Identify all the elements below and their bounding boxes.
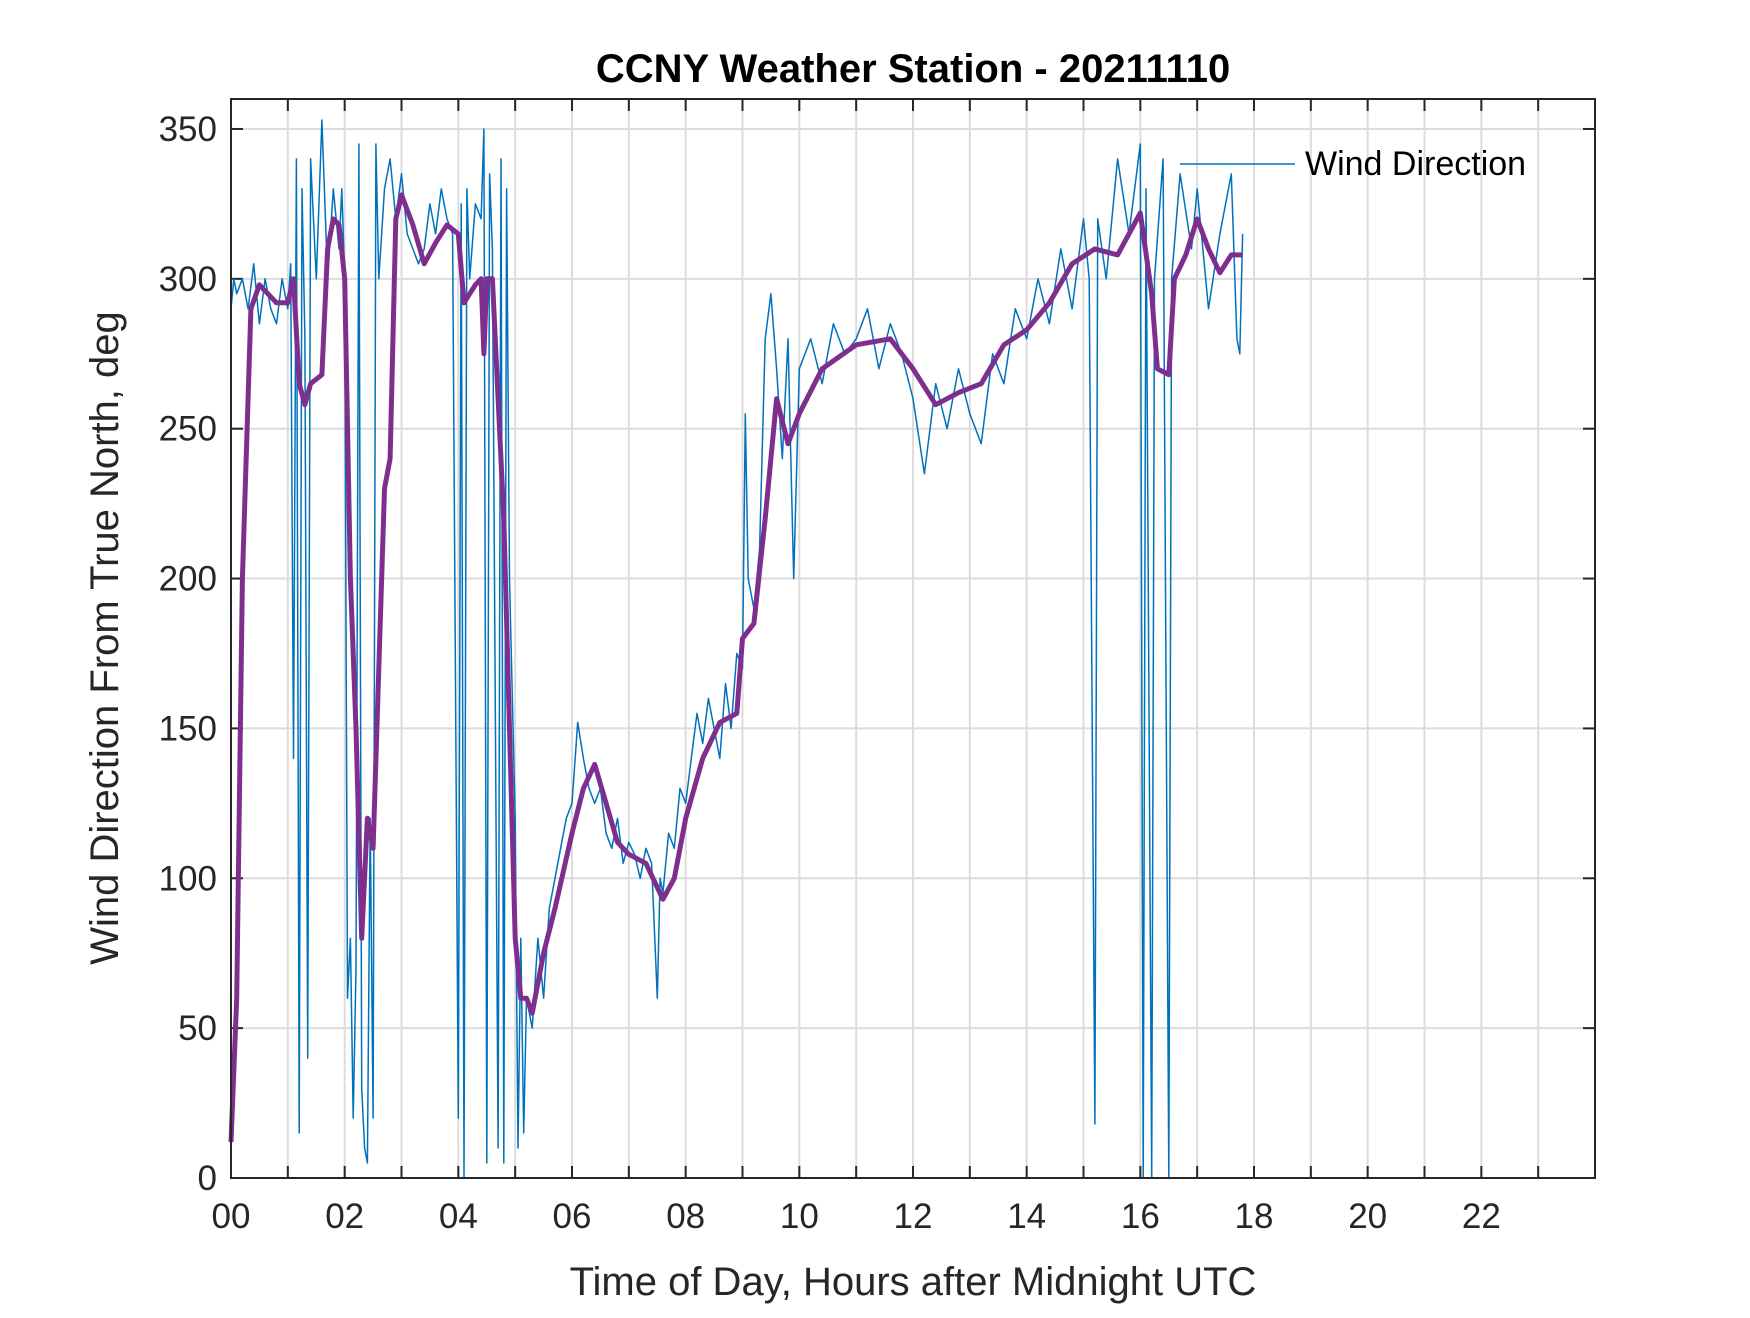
plot-frame (230, 98, 1596, 1179)
x-tick-label: 20 (1348, 1197, 1387, 1236)
chart-title: CCNY Weather Station - 20211110 (596, 47, 1230, 91)
legend-label: Wind Direction (1305, 145, 1526, 183)
data-line (228, 192, 1243, 1143)
x-tick-label: 08 (666, 1197, 705, 1236)
y-tick-label: 0 (198, 1159, 217, 1198)
y-tick-label: 150 (159, 709, 217, 748)
x-axis-label: Time of Day, Hours after Midnight UTC (570, 1260, 1257, 1304)
x-tick-label: 10 (780, 1197, 819, 1236)
y-tick-label: 200 (159, 560, 217, 599)
x-tick-label: 14 (1007, 1197, 1046, 1236)
x-tick-label: 02 (325, 1197, 364, 1236)
y-axis-label: Wind Direction From True North, deg (83, 311, 127, 965)
x-tick-label: 22 (1462, 1197, 1501, 1236)
y-tick-label: 250 (159, 410, 217, 449)
y-tick-label: 350 (159, 110, 217, 149)
x-tick-label: 12 (894, 1197, 933, 1236)
x-tick-label: 18 (1235, 1197, 1274, 1236)
x-tick-label: 06 (553, 1197, 592, 1236)
y-tick-label: 50 (178, 1009, 217, 1048)
x-tick-label: 16 (1121, 1197, 1160, 1236)
x-tick-label: 00 (212, 1197, 251, 1236)
x-tick-label: 04 (439, 1197, 478, 1236)
y-tick-label: 100 (159, 859, 217, 898)
y-tick-label: 300 (159, 260, 217, 299)
